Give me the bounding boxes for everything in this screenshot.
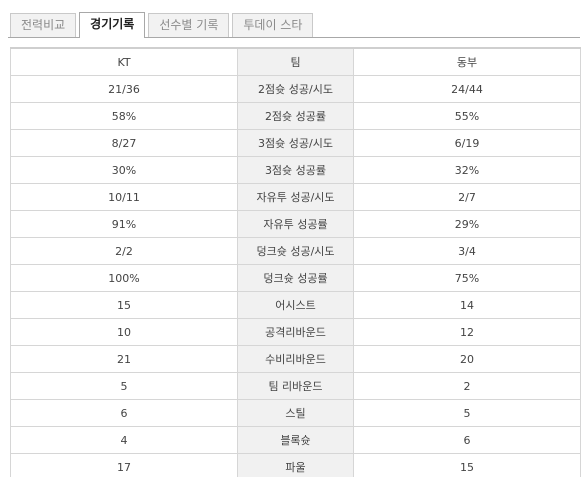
table-row: 2/2 덩크슛 성공/시도 3/4 (10, 237, 581, 265)
stat-label: 스틸 (237, 399, 354, 427)
stat-value-right: 2/7 (353, 183, 581, 211)
stat-label: 파울 (237, 453, 354, 477)
stat-value-left: 4 (10, 426, 238, 454)
stat-label: 2점슛 성공/시도 (237, 75, 354, 103)
table-row: 15 어시스트 14 (10, 291, 581, 319)
stat-value-left: 10 (10, 318, 238, 346)
table-row: 30% 3점슛 성공률 32% (10, 156, 581, 184)
stat-label: 2점슛 성공률 (237, 102, 354, 130)
table-row: 4 블록슛 6 (10, 426, 581, 454)
stat-value-left: 2/2 (10, 237, 238, 265)
tab-today-star[interactable]: 투데이 스타 (232, 13, 314, 37)
stat-value-right: 29% (353, 210, 581, 238)
table-row: 10/11 자유투 성공/시도 2/7 (10, 183, 581, 211)
stat-value-left: 15 (10, 291, 238, 319)
stat-label: 3점슛 성공률 (237, 156, 354, 184)
stat-label: 공격리바운드 (237, 318, 354, 346)
stat-value-left: 58% (10, 102, 238, 130)
stat-value-left: 21 (10, 345, 238, 373)
stat-value-right: 3/4 (353, 237, 581, 265)
stat-label: 자유투 성공/시도 (237, 183, 354, 211)
stat-label: 덩크슛 성공률 (237, 264, 354, 292)
table-row: 8/27 3점슛 성공/시도 6/19 (10, 129, 581, 157)
stat-value-right: 5 (353, 399, 581, 427)
stat-value-right: 20 (353, 345, 581, 373)
table-row: 100% 덩크슛 성공률 75% (10, 264, 581, 292)
tab-bar: 전력비교 경기기록 선수별 기록 투데이 스타 (10, 12, 316, 38)
tab-team-comparison[interactable]: 전력비교 (10, 13, 77, 37)
header-team-left: KT (10, 47, 238, 76)
table-row: 17 파울 15 (10, 453, 581, 477)
stat-label: 팀 리바운드 (237, 372, 354, 400)
stat-value-left: 5 (10, 372, 238, 400)
game-stats-table: KT 팀 동부 21/36 2점슛 성공/시도 24/44 58% 2점슛 성공률 55%… (10, 47, 581, 477)
stat-value-left: 91% (10, 210, 238, 238)
table-header-row: KT 팀 동부 (10, 47, 581, 76)
stat-value-left: 21/36 (10, 75, 238, 103)
stat-label: 3점슛 성공/시도 (237, 129, 354, 157)
stat-value-left: 8/27 (10, 129, 238, 157)
stat-label: 수비리바운드 (237, 345, 354, 373)
stat-label: 블록슛 (237, 426, 354, 454)
stat-value-left: 100% (10, 264, 238, 292)
table-row: 91% 자유투 성공률 29% (10, 210, 581, 238)
stat-value-right: 2 (353, 372, 581, 400)
stat-value-right: 14 (353, 291, 581, 319)
stat-value-right: 55% (353, 102, 581, 130)
table-row: 6 스틸 5 (10, 399, 581, 427)
header-stat-label: 팀 (237, 47, 354, 76)
stat-value-right: 6 (353, 426, 581, 454)
stat-value-left: 30% (10, 156, 238, 184)
stat-value-right: 32% (353, 156, 581, 184)
table-row: 58% 2점슛 성공률 55% (10, 102, 581, 130)
stat-value-right: 75% (353, 264, 581, 292)
tab-player-record[interactable]: 선수별 기록 (148, 13, 230, 37)
stat-label: 자유투 성공률 (237, 210, 354, 238)
stat-label: 덩크슛 성공/시도 (237, 237, 354, 265)
stat-value-right: 12 (353, 318, 581, 346)
stat-value-right: 6/19 (353, 129, 581, 157)
stat-value-right: 24/44 (353, 75, 581, 103)
stat-value-left: 6 (10, 399, 238, 427)
stat-value-left: 17 (10, 453, 238, 477)
table-row: 10 공격리바운드 12 (10, 318, 581, 346)
table-row: 21 수비리바운드 20 (10, 345, 581, 373)
header-team-right: 동부 (353, 47, 581, 76)
tab-divider (8, 37, 580, 38)
stat-value-left: 10/11 (10, 183, 238, 211)
tab-game-record[interactable]: 경기기록 (79, 12, 146, 38)
stat-value-right: 15 (353, 453, 581, 477)
stat-label: 어시스트 (237, 291, 354, 319)
table-row: 21/36 2점슛 성공/시도 24/44 (10, 75, 581, 103)
